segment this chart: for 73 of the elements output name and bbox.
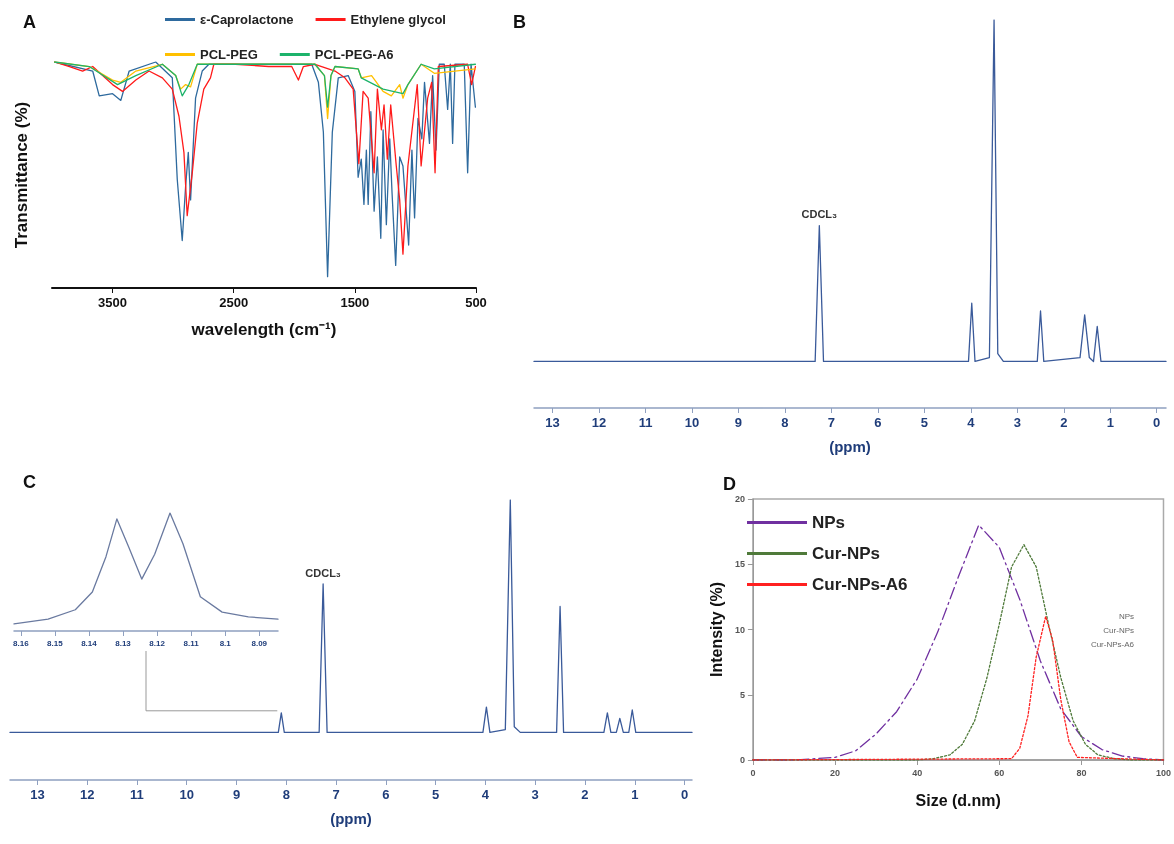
x-tick-label: 7 bbox=[827, 415, 836, 430]
y-tick-label: 0 bbox=[739, 755, 745, 765]
x-tick-label: 20 bbox=[830, 767, 841, 778]
x-tick-label: 5 bbox=[920, 415, 928, 430]
x-tick-label: 8 bbox=[282, 787, 290, 802]
chart-title: B bbox=[513, 12, 526, 32]
x-tick-label: 4 bbox=[967, 415, 976, 430]
y-tick-label: 5 bbox=[739, 689, 745, 700]
legend-label: Ethylene glycol bbox=[350, 12, 446, 27]
chart-title: C bbox=[23, 472, 36, 492]
x-tick-label: 0 bbox=[680, 787, 689, 802]
legend-label: Cur-NPs bbox=[812, 544, 881, 563]
x-tick-label: 8.15 bbox=[47, 638, 64, 648]
y-axis-title: Transmittance (%) bbox=[12, 101, 31, 249]
y-tick-label: 20 bbox=[734, 494, 745, 504]
x-tick-label: 60 bbox=[994, 767, 1005, 778]
annotation: CDCL₃ bbox=[305, 566, 341, 579]
x-tick-label: 0 bbox=[1153, 415, 1161, 430]
annotation: NPs bbox=[1118, 611, 1135, 621]
x-tick-label: 7 bbox=[332, 787, 340, 802]
y-tick-label: 10 bbox=[734, 624, 745, 635]
x-tick-label: 10 bbox=[179, 787, 194, 802]
x-tick-label: 8.13 bbox=[115, 638, 132, 648]
x-tick-label: 11 bbox=[130, 787, 144, 802]
x-tick-label: 9 bbox=[734, 415, 743, 430]
x-tick-label: 8.12 bbox=[149, 638, 166, 648]
x-tick-label: 40 bbox=[912, 767, 923, 778]
x-tick-label: 1500 bbox=[340, 295, 370, 310]
legend-label: PCL-PEG bbox=[200, 47, 258, 62]
x-axis-title: Size (d.nm) bbox=[915, 791, 1001, 809]
chart-title: D bbox=[723, 474, 736, 494]
x-tick-label: 8.11 bbox=[183, 638, 200, 648]
x-tick-label: 8 bbox=[781, 415, 789, 430]
x-tick-label: 12 bbox=[591, 415, 607, 430]
annotation: Cur-NPs-A6 bbox=[1090, 639, 1135, 649]
legend-label: PCL-PEG-A6 bbox=[314, 47, 394, 62]
x-tick-label: 9 bbox=[232, 787, 241, 802]
x-axis-title: wavelength (cm⁻¹) bbox=[190, 320, 337, 339]
x-tick-label: 3 bbox=[1013, 415, 1021, 430]
x-axis-title: (ppm) bbox=[829, 438, 871, 455]
annotation: Cur-NPs bbox=[1103, 625, 1134, 635]
annotation: CDCL₃ bbox=[801, 208, 838, 221]
x-tick-label: 1 bbox=[1106, 415, 1114, 430]
x-tick-label: 4 bbox=[481, 787, 490, 802]
x-tick-label: 500 bbox=[465, 295, 487, 310]
x-tick-label: 8.14 bbox=[81, 638, 98, 648]
x-tick-label: 80 bbox=[1076, 767, 1087, 778]
x-tick-label: 1 bbox=[631, 787, 639, 802]
x-tick-label: 6 bbox=[874, 415, 882, 430]
x-axis-title: (ppm) bbox=[330, 810, 372, 827]
y-axis-title: Intensity (%) bbox=[707, 581, 725, 678]
y-tick-label: 15 bbox=[734, 559, 745, 570]
legend-label: ε-Caprolactone bbox=[200, 12, 294, 27]
x-tick-label: 8.16 bbox=[13, 638, 30, 648]
legend-label: NPs bbox=[812, 513, 846, 532]
x-tick-label: 2 bbox=[581, 787, 589, 802]
x-tick-label: 3 bbox=[531, 787, 539, 802]
x-tick-label: 13 bbox=[545, 415, 560, 430]
x-tick-label: 100 bbox=[1155, 767, 1172, 778]
x-tick-label: 11 bbox=[638, 415, 653, 430]
x-tick-label: 0 bbox=[750, 767, 756, 778]
x-tick-label: 8.1 bbox=[219, 638, 232, 648]
x-tick-label: 6 bbox=[382, 787, 390, 802]
x-tick-label: 10 bbox=[684, 415, 700, 430]
x-tick-label: 5 bbox=[432, 787, 440, 802]
x-tick-label: 13 bbox=[30, 787, 45, 802]
legend-label: Cur-NPs-A6 bbox=[812, 575, 908, 594]
x-tick-label: 3500 bbox=[98, 295, 128, 310]
chart-title: A bbox=[23, 12, 36, 32]
x-tick-label: 2500 bbox=[219, 295, 249, 310]
x-tick-label: 8.09 bbox=[251, 638, 268, 648]
x-tick-label: 2 bbox=[1060, 415, 1068, 430]
x-tick-label: 12 bbox=[79, 787, 95, 802]
